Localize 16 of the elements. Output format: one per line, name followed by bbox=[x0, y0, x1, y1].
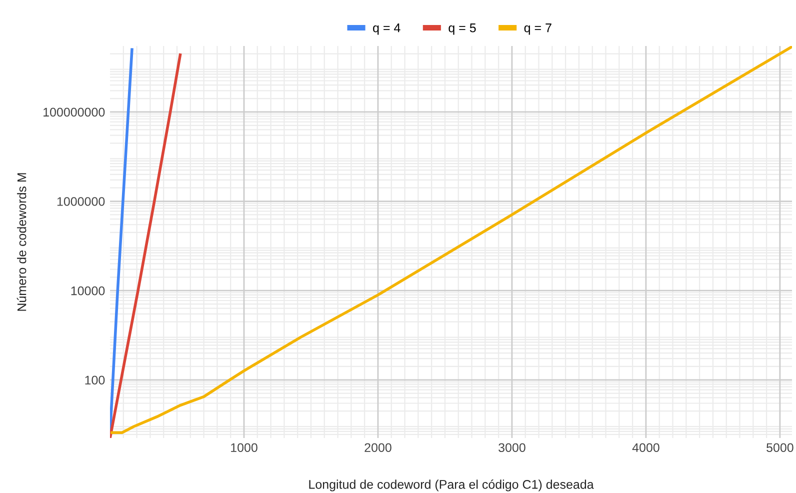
x-axis-title: Longitud de codeword (Para el código C1) deseada bbox=[309, 480, 594, 492]
x-tick-label: 5000 bbox=[766, 443, 794, 452]
y-tick-label: 1000000 bbox=[57, 197, 105, 206]
legend-label: q = 4 bbox=[373, 24, 400, 35]
x-tick-label: 2000 bbox=[364, 443, 392, 452]
x-tick-label: 4000 bbox=[632, 443, 660, 452]
y-tick-label: 100 bbox=[85, 376, 105, 385]
line-series bbox=[110, 46, 792, 434]
legend-label: q = 7 bbox=[524, 24, 552, 35]
legend-label: q = 5 bbox=[448, 24, 476, 35]
x-tick-label: 1000 bbox=[231, 443, 258, 452]
y-axis-title: Número de codewords M bbox=[16, 173, 26, 311]
line-series bbox=[110, 53, 182, 438]
x-tick-label: 3000 bbox=[498, 443, 526, 452]
y-tick-label: 100000000 bbox=[44, 108, 105, 117]
y-tick-label: 10000 bbox=[71, 286, 105, 296]
